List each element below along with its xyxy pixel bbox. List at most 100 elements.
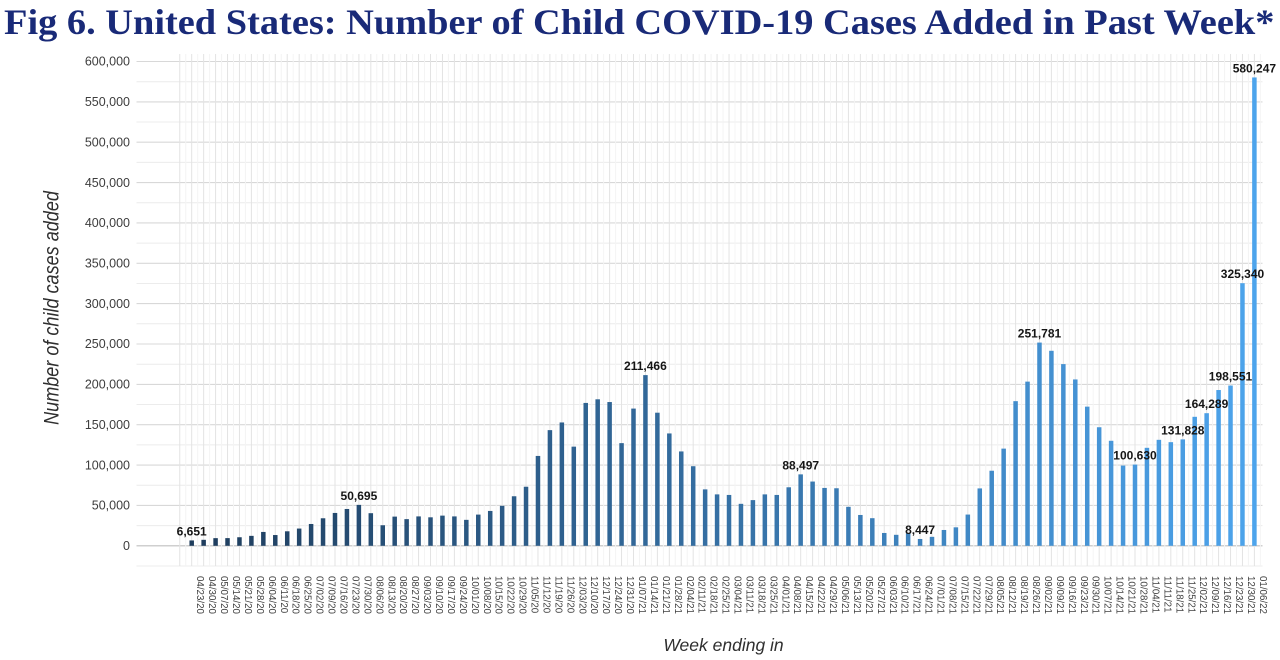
svg-text:07/23/20: 07/23/20 <box>349 576 360 614</box>
svg-text:10/22/20: 10/22/20 <box>505 576 516 614</box>
svg-text:600,000: 600,000 <box>85 55 130 69</box>
svg-text:10/08/20: 10/08/20 <box>481 576 492 614</box>
svg-text:0: 0 <box>123 539 130 553</box>
svg-text:550,000: 550,000 <box>85 95 130 109</box>
svg-text:02/04/21: 02/04/21 <box>684 576 695 614</box>
svg-text:02/25/21: 02/25/21 <box>719 576 730 614</box>
svg-text:50,695: 50,695 <box>341 489 378 503</box>
svg-text:8,447: 8,447 <box>905 523 935 537</box>
svg-text:06/25/20: 06/25/20 <box>302 576 313 614</box>
svg-text:10/14/21: 10/14/21 <box>1114 576 1125 614</box>
svg-text:10/07/21: 10/07/21 <box>1102 576 1113 614</box>
svg-text:10/29/20: 10/29/20 <box>516 576 527 614</box>
svg-text:12/16/21: 12/16/21 <box>1221 576 1232 614</box>
svg-text:05/20/21: 05/20/21 <box>863 576 874 614</box>
svg-text:08/26/21: 08/26/21 <box>1030 576 1041 614</box>
svg-text:05/07/20: 05/07/20 <box>218 576 229 614</box>
svg-text:11/11/21: 11/11/21 <box>1161 576 1172 613</box>
svg-text:05/06/21: 05/06/21 <box>839 576 850 614</box>
svg-text:05/28/20: 05/28/20 <box>254 576 265 614</box>
svg-text:400,000: 400,000 <box>85 216 130 230</box>
svg-text:06/18/20: 06/18/20 <box>290 576 301 614</box>
svg-text:11/05/20: 11/05/20 <box>528 576 539 614</box>
svg-text:50,000: 50,000 <box>92 499 130 513</box>
svg-text:01/07/21: 01/07/21 <box>636 576 647 614</box>
svg-text:03/18/21: 03/18/21 <box>755 576 766 614</box>
svg-text:100,630: 100,630 <box>1113 449 1157 463</box>
svg-text:09/09/21: 09/09/21 <box>1054 576 1065 614</box>
svg-text:09/30/21: 09/30/21 <box>1090 576 1101 614</box>
svg-text:05/27/21: 05/27/21 <box>875 576 886 614</box>
svg-text:03/25/21: 03/25/21 <box>767 576 778 614</box>
svg-text:01/21/21: 01/21/21 <box>660 576 671 614</box>
svg-text:04/30/20: 04/30/20 <box>206 576 217 614</box>
svg-text:08/05/21: 08/05/21 <box>994 576 1005 614</box>
svg-text:06/10/21: 06/10/21 <box>899 576 910 614</box>
svg-text:11/25/21: 11/25/21 <box>1185 576 1196 614</box>
svg-text:12/23/21: 12/23/21 <box>1233 576 1244 614</box>
svg-text:07/08/21: 07/08/21 <box>946 576 957 614</box>
svg-text:211,466: 211,466 <box>624 359 667 373</box>
svg-text:09/03/20: 09/03/20 <box>421 576 432 614</box>
svg-text:06/04/20: 06/04/20 <box>266 576 277 614</box>
svg-text:06/03/21: 06/03/21 <box>887 576 898 614</box>
svg-text:08/19/21: 08/19/21 <box>1018 576 1029 614</box>
svg-text:10/01/20: 10/01/20 <box>469 576 480 614</box>
svg-text:200,000: 200,000 <box>85 378 130 392</box>
svg-text:06/24/21: 06/24/21 <box>922 576 933 614</box>
svg-text:12/31/20: 12/31/20 <box>624 576 635 614</box>
svg-text:12/24/20: 12/24/20 <box>612 576 623 614</box>
svg-text:11/19/20: 11/19/20 <box>552 576 563 614</box>
svg-text:05/13/21: 05/13/21 <box>851 576 862 614</box>
svg-text:06/17/21: 06/17/21 <box>911 576 922 614</box>
svg-text:88,497: 88,497 <box>782 458 819 472</box>
svg-text:06/11/20: 06/11/20 <box>278 576 289 614</box>
svg-text:08/20/20: 08/20/20 <box>397 576 408 614</box>
svg-text:09/17/20: 09/17/20 <box>445 576 456 614</box>
svg-text:02/18/21: 02/18/21 <box>708 576 719 614</box>
svg-text:12/03/20: 12/03/20 <box>576 576 587 614</box>
svg-text:580,247: 580,247 <box>1233 61 1277 75</box>
svg-text:198,551: 198,551 <box>1209 370 1253 384</box>
svg-text:150,000: 150,000 <box>85 418 130 432</box>
svg-text:05/21/20: 05/21/20 <box>242 576 253 614</box>
svg-text:08/12/21: 08/12/21 <box>1006 576 1017 614</box>
svg-text:251,781: 251,781 <box>1018 327 1062 341</box>
svg-text:164,289: 164,289 <box>1185 397 1229 411</box>
svg-text:250,000: 250,000 <box>85 337 130 351</box>
svg-text:Week ending in: Week ending in <box>663 635 783 655</box>
svg-text:Number of child cases added: Number of child cases added <box>40 190 64 425</box>
svg-text:350,000: 350,000 <box>85 257 130 271</box>
svg-text:500,000: 500,000 <box>85 135 130 149</box>
svg-text:10/21/21: 10/21/21 <box>1125 576 1136 614</box>
svg-text:09/02/21: 09/02/21 <box>1042 576 1053 614</box>
svg-text:10/28/21: 10/28/21 <box>1137 576 1148 614</box>
svg-text:07/30/20: 07/30/20 <box>361 576 372 614</box>
svg-text:11/12/20: 11/12/20 <box>540 576 551 614</box>
svg-text:09/16/21: 09/16/21 <box>1066 576 1077 614</box>
svg-text:12/10/20: 12/10/20 <box>588 576 599 614</box>
svg-text:02/11/21: 02/11/21 <box>696 576 707 614</box>
svg-text:07/02/20: 07/02/20 <box>313 576 324 614</box>
svg-text:325,340: 325,340 <box>1221 267 1265 281</box>
svg-text:08/13/20: 08/13/20 <box>385 576 396 614</box>
svg-text:04/01/21: 04/01/21 <box>779 576 790 614</box>
svg-text:08/06/20: 08/06/20 <box>373 576 384 614</box>
svg-text:04/29/21: 04/29/21 <box>827 576 838 614</box>
svg-text:03/11/21: 03/11/21 <box>743 576 754 614</box>
svg-text:12/02/21: 12/02/21 <box>1197 576 1208 614</box>
svg-text:04/22/21: 04/22/21 <box>815 576 826 614</box>
svg-text:131,828: 131,828 <box>1161 423 1205 437</box>
svg-text:09/24/20: 09/24/20 <box>457 576 468 614</box>
svg-text:300,000: 300,000 <box>85 297 130 311</box>
svg-text:04/08/21: 04/08/21 <box>791 576 802 614</box>
svg-text:11/04/21: 11/04/21 <box>1149 576 1160 614</box>
svg-text:09/10/20: 09/10/20 <box>433 576 444 614</box>
svg-text:07/22/21: 07/22/21 <box>970 576 981 614</box>
svg-text:12/17/20: 12/17/20 <box>600 576 611 614</box>
svg-text:100,000: 100,000 <box>85 458 130 472</box>
svg-text:07/15/21: 07/15/21 <box>958 576 969 614</box>
svg-text:450,000: 450,000 <box>85 176 130 190</box>
svg-text:03/04/21: 03/04/21 <box>731 576 742 614</box>
svg-text:01/14/21: 01/14/21 <box>648 576 659 614</box>
